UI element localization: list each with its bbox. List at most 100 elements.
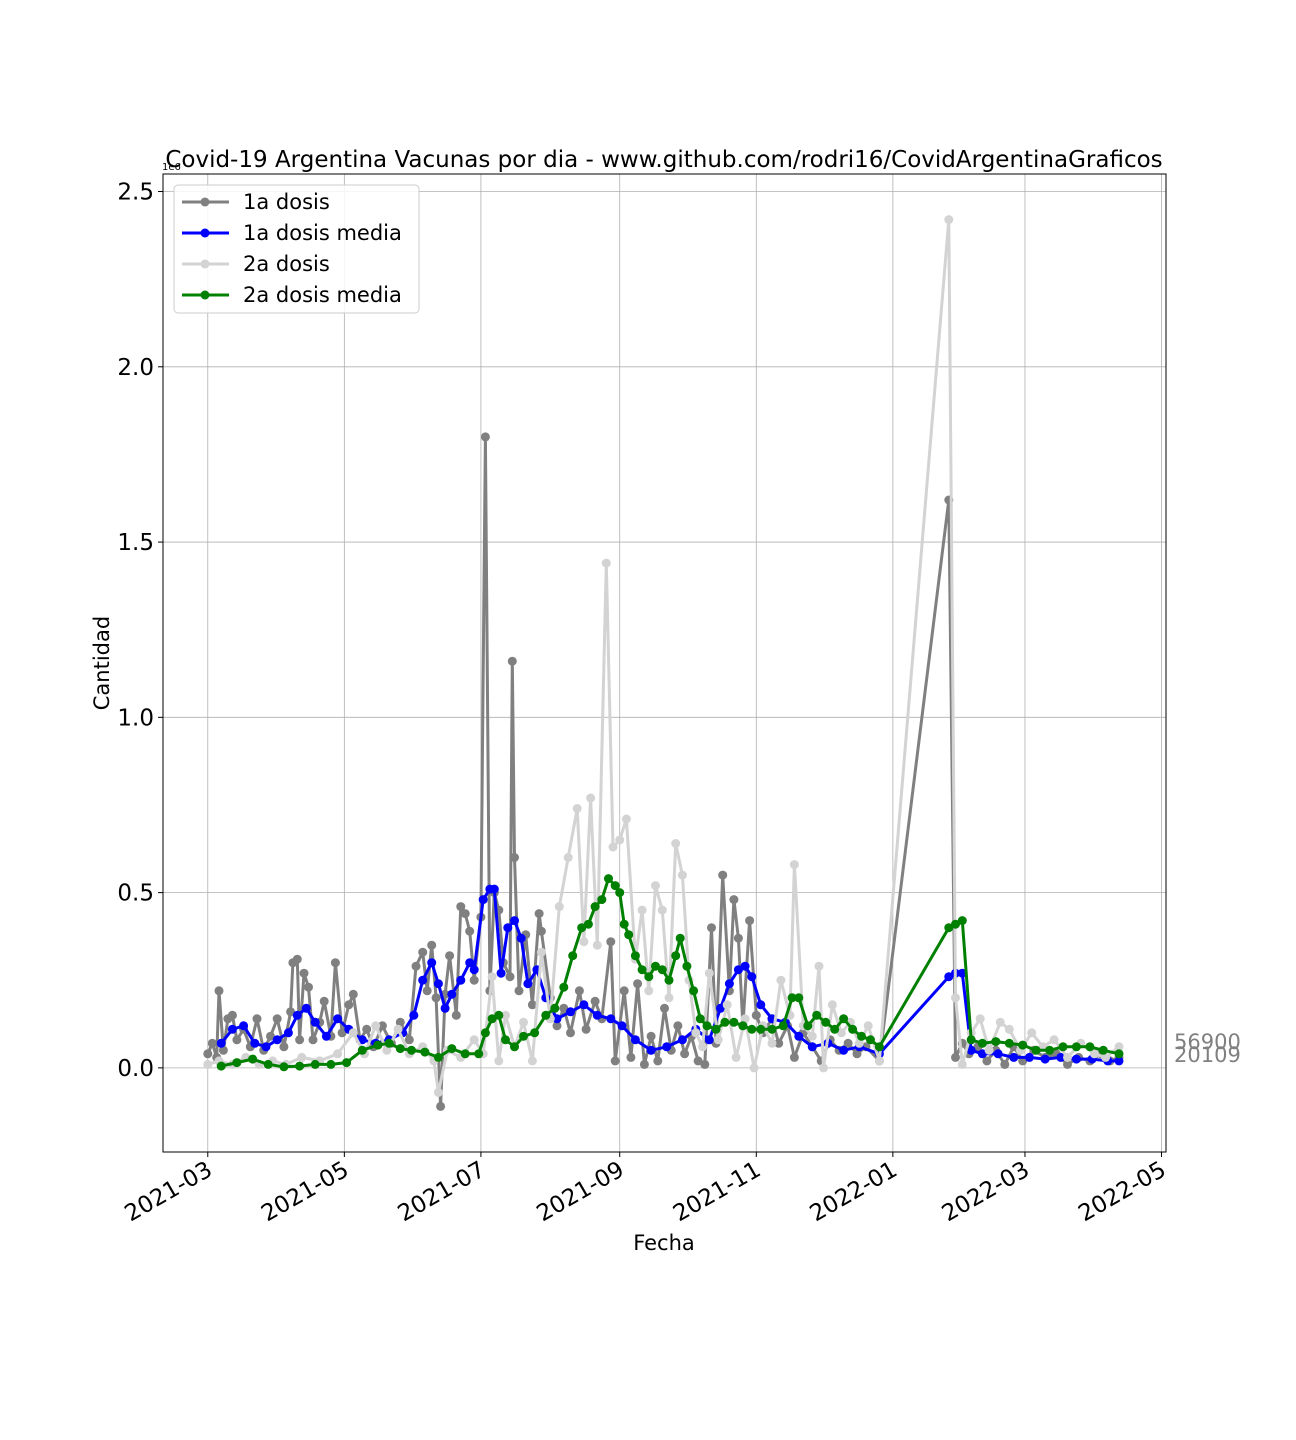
data-point [362,1024,372,1034]
data-point [812,1010,822,1020]
data-point [326,1059,336,1069]
data-point [794,993,804,1003]
data-point [494,1010,504,1020]
data-point [966,1035,976,1045]
data-point [321,1031,331,1041]
data-point [1063,1059,1072,1069]
data-point [248,1054,258,1064]
data-point [239,1021,249,1031]
legend-item: 2a dosis [182,252,330,276]
data-point [1000,1059,1010,1069]
data-point [839,1045,849,1055]
data-point [944,923,954,933]
data-point [1071,1042,1081,1052]
data-point [675,933,685,943]
data-point [644,986,654,996]
data-point [874,1056,884,1066]
data-point [536,947,546,957]
data-point [203,1049,213,1059]
data-point [657,905,667,915]
data-point [693,1056,703,1066]
data-point [433,1087,443,1097]
data-point [527,1056,537,1066]
data-point [664,993,674,1003]
data-point [460,1049,470,1059]
data-point [487,972,497,982]
data-point [610,1056,620,1066]
data-point [1027,1028,1037,1038]
data-point [590,902,600,912]
end-value-label: 20109 [1174,1043,1241,1067]
data-point [608,842,618,852]
data-point [677,1035,687,1045]
data-point [689,986,699,996]
y-tick-label: 2.5 [117,180,154,206]
data-point [566,1007,575,1017]
data-point [440,1003,450,1013]
data-point [691,1028,701,1038]
legend-label: 1a dosis media [243,221,402,245]
data-point [1063,1052,1072,1062]
data-point [839,1014,849,1024]
data-point [682,961,692,971]
data-point [843,1038,853,1048]
data-point [874,1042,884,1052]
data-point [263,1059,273,1069]
data-point [1058,1042,1068,1052]
series-layer [203,215,1124,1111]
data-point [566,1028,575,1038]
data-point [733,933,743,943]
data-point [456,902,466,912]
data-point [944,972,954,982]
data-point [836,1028,846,1038]
data-point [507,656,517,666]
data-point [977,1038,987,1048]
data-point [827,1000,837,1010]
data-point [447,989,457,999]
data-point [310,1017,320,1027]
data-point [319,996,329,1006]
data-point [519,1017,528,1027]
data-point [534,909,544,919]
data-point [333,1049,343,1059]
data-point [433,979,443,989]
data-point [745,916,755,926]
data-point [523,979,533,989]
data-point [619,986,629,996]
data-point [337,1028,347,1038]
y-tick-label: 2.0 [117,355,154,381]
data-point [559,1003,569,1013]
data-point [427,958,437,968]
data-point [333,1014,343,1024]
data-point [420,1047,430,1057]
legend-item: 1a dosis media [182,221,402,245]
y-tick-label: 0.0 [117,1056,154,1082]
data-point [503,923,513,933]
data-point [671,839,681,848]
data-point [673,1021,683,1031]
legend-marker [200,228,210,238]
data-point [572,804,582,813]
data-point [651,961,660,971]
data-point [637,905,647,915]
data-point [722,1000,732,1010]
y-tick-label: 1.0 [117,705,154,731]
data-point [436,1101,446,1111]
data-point [344,1000,354,1010]
data-point [431,993,441,1003]
data-point [250,1038,260,1048]
data-point [866,1035,875,1045]
data-point [854,1038,864,1048]
data-point [586,793,596,803]
data-point [789,860,799,870]
data-point [982,1056,992,1066]
data-point [774,1038,784,1048]
data-point [480,1028,490,1038]
data-point [514,986,524,996]
data-point [568,951,578,961]
data-point [606,1014,616,1024]
data-point [957,968,967,978]
data-point [707,923,716,933]
data-point [731,1052,741,1062]
data-point [348,989,358,999]
